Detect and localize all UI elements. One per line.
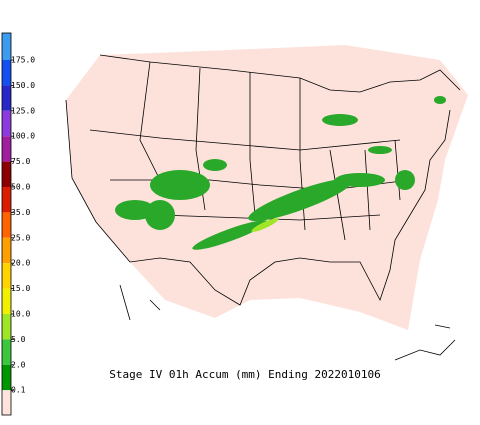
colorbar-label: 15.0 <box>11 284 30 293</box>
colorbar-swatch <box>2 161 11 187</box>
colorbar-label: 75.0 <box>11 157 30 166</box>
colorbar-swatch <box>2 339 11 365</box>
colorbar-label: 10.0 <box>11 310 30 319</box>
colorbar-label: 50.0 <box>11 183 30 192</box>
colorbar-swatch <box>2 364 11 391</box>
colorbar-swatch <box>2 85 11 111</box>
colorbar-swatch <box>2 314 11 340</box>
colorbar-label: 5.0 <box>11 335 26 344</box>
colorbar-label: 150.0 <box>11 81 35 90</box>
colorbar-label: 20.0 <box>11 259 30 268</box>
colorbar-swatch <box>2 288 11 314</box>
colorbar-swatch <box>2 187 11 213</box>
map-title: Stage IV 01h Accum (mm) Ending 202201010… <box>109 368 381 381</box>
colorbar-swatch <box>2 390 11 415</box>
colorbar-swatch <box>2 33 11 60</box>
colorbar: 175.0 150.0 125.0 100.0 75.0 50.0 35.0 25.0 20.0… <box>1 32 35 416</box>
colorbar-swatch <box>2 263 11 289</box>
colorbar-label: 35.0 <box>11 208 30 217</box>
borders <box>65 54 461 361</box>
precip <box>115 96 446 250</box>
colorbar-label: 175.0 <box>11 56 35 65</box>
colorbar-swatch <box>2 110 11 137</box>
colorbar-label: 2.0 <box>11 360 26 369</box>
colorbar-frame <box>1 32 12 416</box>
colorbar-label: 0.1 <box>11 386 26 395</box>
colorbar-swatch <box>2 60 11 86</box>
colorbar-swatch <box>2 212 11 238</box>
colorbar-label: 25.0 <box>11 233 30 242</box>
colorbar-label: 125.0 <box>11 106 35 115</box>
colorbar-swatch <box>2 136 11 162</box>
colorbar-label: 100.0 <box>11 132 35 141</box>
colorbar-swatch <box>2 237 11 264</box>
